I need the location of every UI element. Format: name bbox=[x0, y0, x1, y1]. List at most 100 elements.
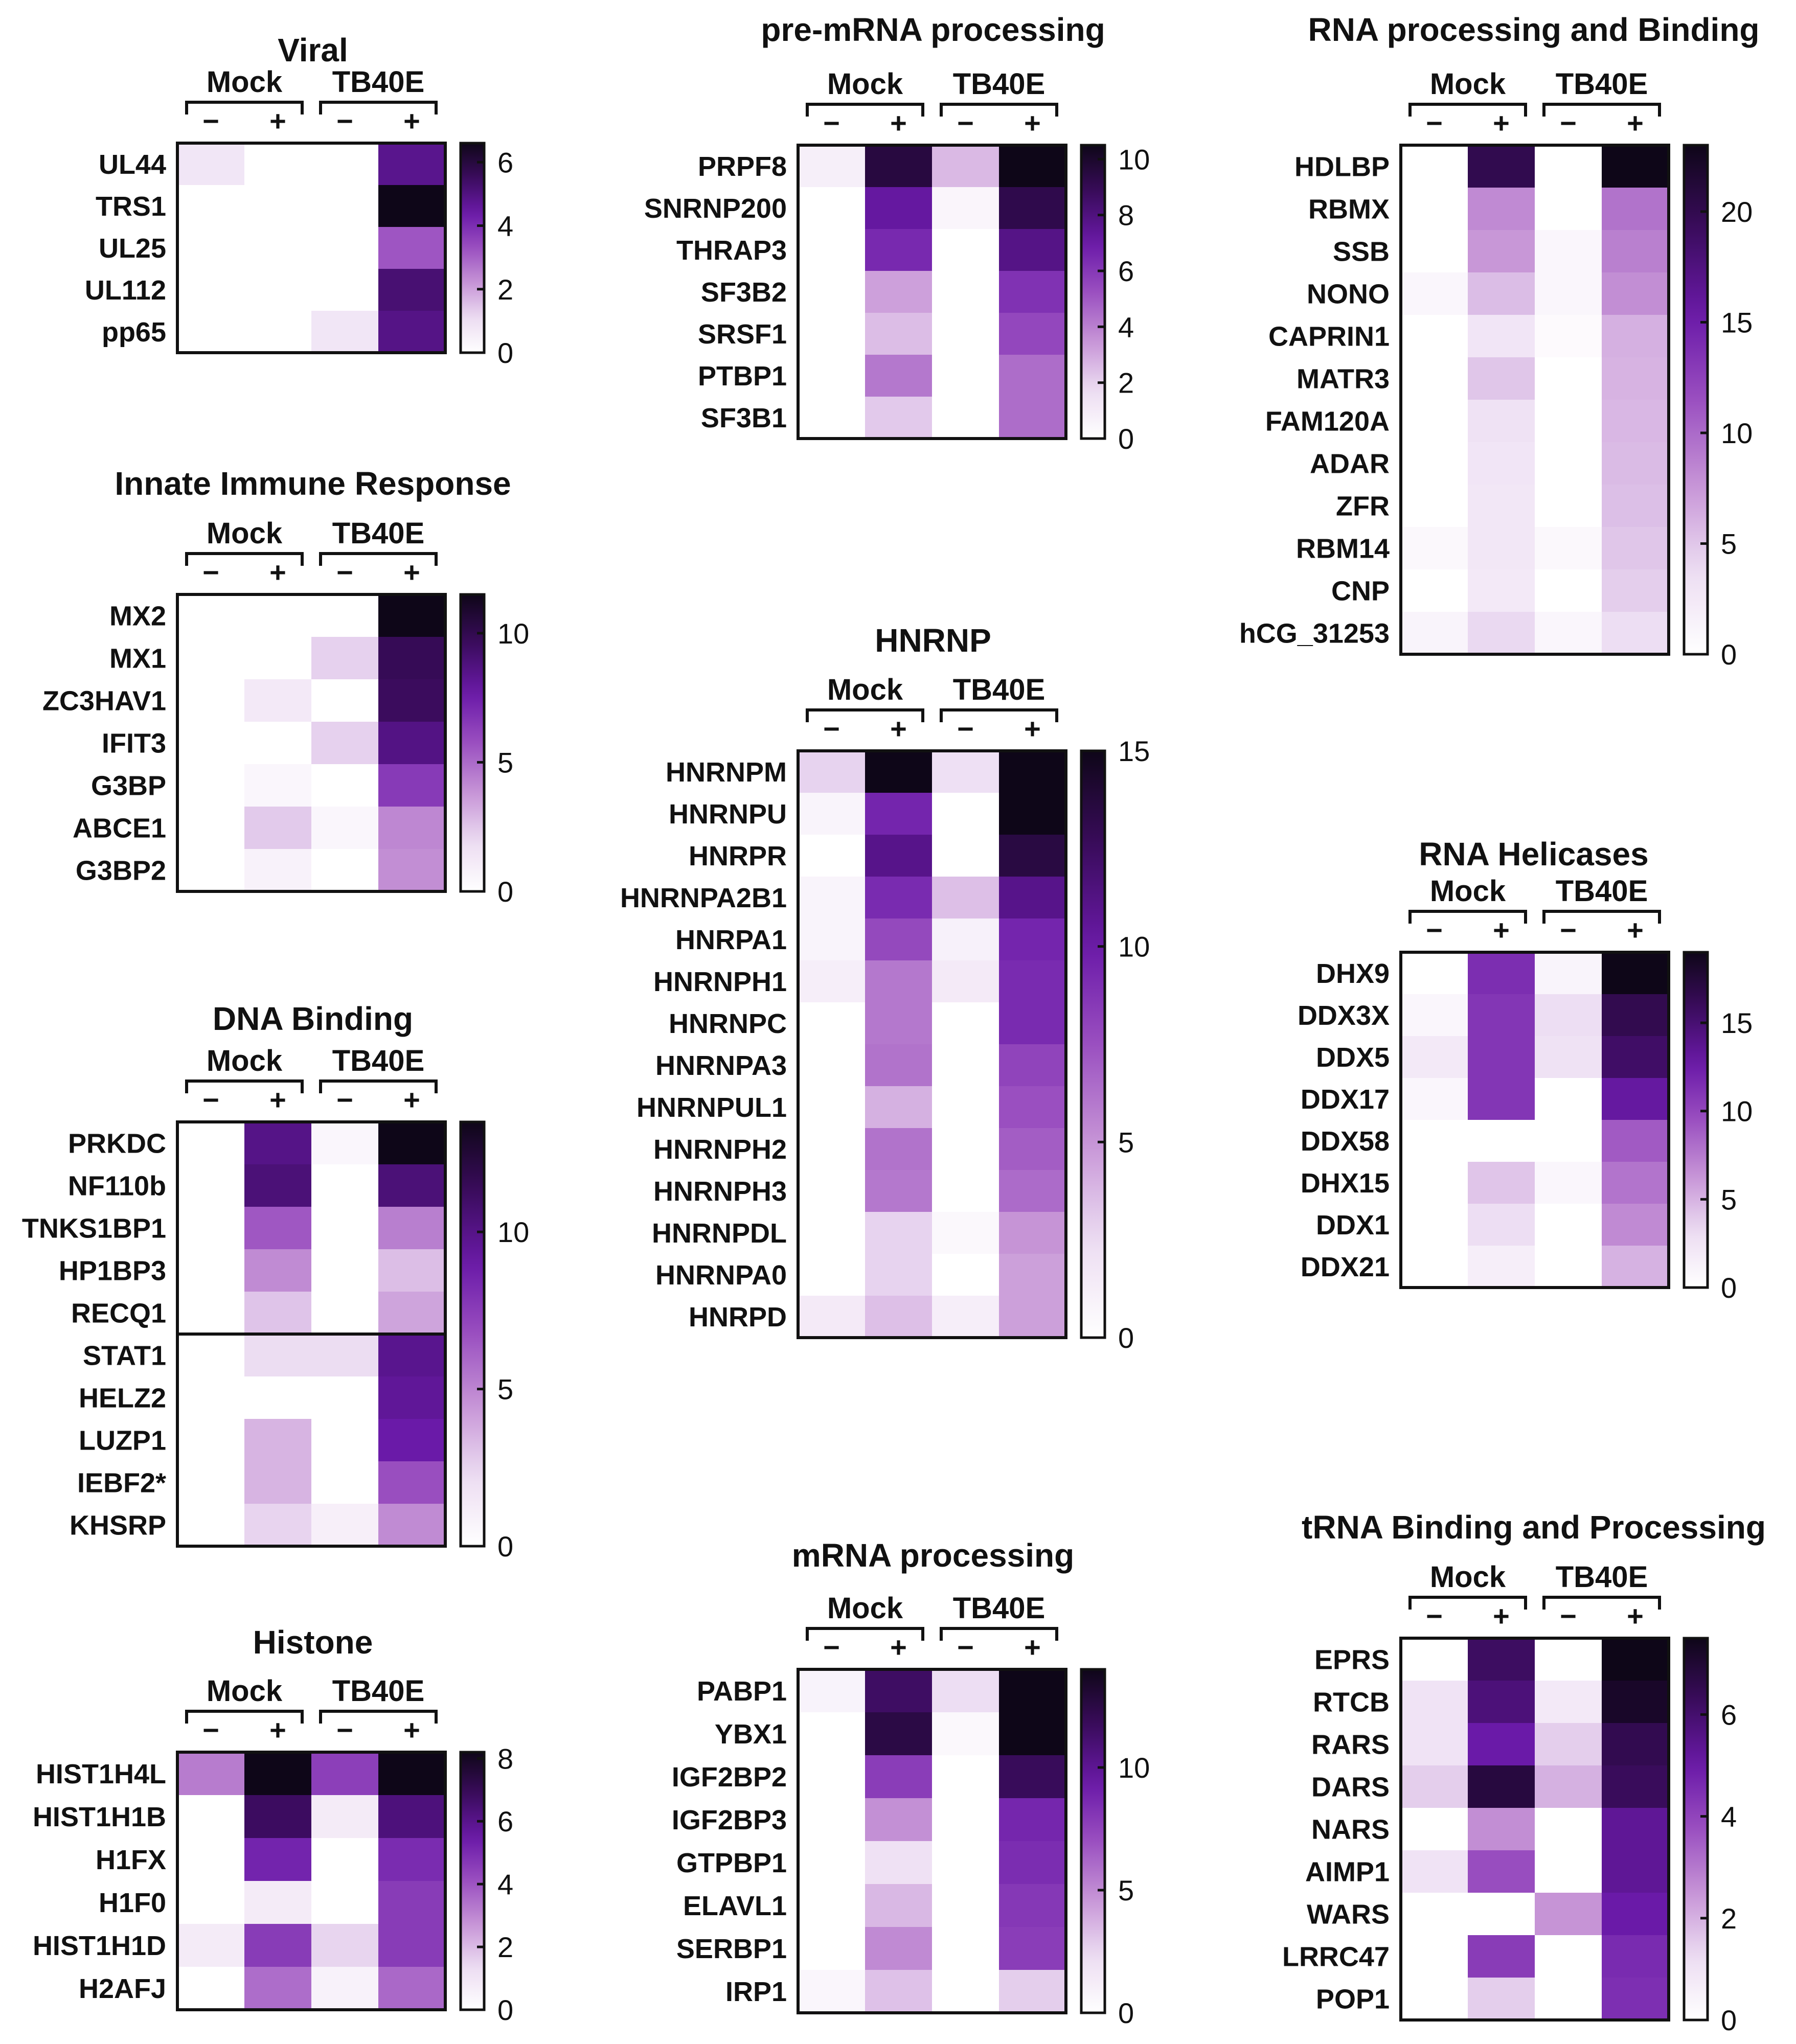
heatmap-cell bbox=[1401, 315, 1468, 358]
heatmap-cell bbox=[865, 1970, 933, 2013]
scale-tick-label: 2 bbox=[1721, 1902, 1737, 1935]
heatmap-cell bbox=[932, 187, 999, 229]
heatmap-cell bbox=[378, 1795, 446, 1839]
heatmap-cell bbox=[798, 1970, 866, 2013]
heatmap-cell bbox=[932, 877, 999, 919]
chart-title: tRNA Binding and Processing bbox=[1302, 1509, 1766, 1546]
row-label: STAT1 bbox=[83, 1341, 166, 1371]
heatmap-cell bbox=[177, 1164, 245, 1207]
heatmap-cell bbox=[865, 313, 933, 355]
heatmap-cell bbox=[1401, 400, 1468, 443]
row-label: HNRPA1 bbox=[675, 925, 787, 955]
scale-tick-label: 15 bbox=[1118, 735, 1150, 767]
heatmap-cell bbox=[1468, 1078, 1535, 1120]
heatmap-cell bbox=[1535, 230, 1602, 273]
heatmap-cell bbox=[1468, 145, 1535, 188]
heatmap-cell bbox=[1535, 569, 1602, 612]
row-label: EPRS bbox=[1314, 1645, 1390, 1675]
scale-tick-label: 0 bbox=[1721, 638, 1737, 671]
heatmap-cell bbox=[1401, 527, 1468, 570]
heatmap-cell bbox=[798, 1170, 866, 1212]
heatmap-cell bbox=[865, 877, 933, 919]
heatmap-cell bbox=[244, 1838, 312, 1881]
condition-sign: − bbox=[1560, 1600, 1577, 1632]
group-label-mock: Mock bbox=[207, 1674, 283, 1708]
row-label: HNRNPU bbox=[669, 799, 787, 830]
heatmap-cell bbox=[999, 877, 1066, 919]
condition-sign: − bbox=[202, 1714, 219, 1746]
condition-sign: + bbox=[269, 1714, 286, 1746]
heatmap-cell bbox=[244, 1967, 312, 2010]
heatmap-cell bbox=[999, 1296, 1066, 1338]
heatmap-cell bbox=[1468, 952, 1535, 995]
row-label: SRSF1 bbox=[698, 319, 787, 350]
heatmap-cell bbox=[932, 835, 999, 877]
condition-sign: − bbox=[1560, 107, 1577, 139]
heatmap-cell bbox=[932, 271, 999, 313]
condition-sign: − bbox=[823, 1631, 840, 1663]
heatmap-cell bbox=[798, 1044, 866, 1087]
scale-tick-label: 8 bbox=[1118, 199, 1134, 232]
heatmap-cell bbox=[378, 311, 446, 353]
scale-tick-label: 6 bbox=[497, 146, 513, 178]
heatmap-cell bbox=[378, 1752, 446, 1796]
heatmap-cell bbox=[999, 1254, 1066, 1296]
scale-tick-label: 20 bbox=[1721, 196, 1753, 228]
heatmap-cell bbox=[1602, 1765, 1669, 1808]
scale-tick-label: 10 bbox=[1118, 931, 1150, 963]
heatmap-cell bbox=[177, 143, 245, 186]
scale-tick-label: 4 bbox=[497, 1868, 513, 1900]
heatmap-cell bbox=[1468, 230, 1535, 273]
heatmap-cell bbox=[177, 1504, 245, 1547]
heatmap-cell bbox=[1602, 442, 1669, 485]
row-label: DHX9 bbox=[1316, 958, 1390, 989]
heatmap-cell bbox=[798, 187, 866, 229]
heatmap-cell bbox=[177, 1752, 245, 1796]
heatmap-cell bbox=[1535, 952, 1602, 995]
heatmap-cell bbox=[311, 143, 379, 186]
row-label: PRKDC bbox=[68, 1129, 166, 1159]
row-label: HELZ2 bbox=[79, 1383, 166, 1414]
scale-tick-label: 5 bbox=[1721, 1183, 1737, 1215]
scale-tick-label: 10 bbox=[497, 617, 529, 650]
row-label: RECQ1 bbox=[71, 1298, 166, 1329]
scale-tick-label: 6 bbox=[1721, 1698, 1737, 1731]
heatmap-cell bbox=[1535, 1246, 1602, 1288]
heatmap-cell bbox=[177, 849, 245, 892]
condition-sign: − bbox=[1426, 914, 1443, 946]
heatmap-cell bbox=[1602, 485, 1669, 527]
heatmap-cell bbox=[865, 1712, 933, 1756]
heatmap-cell bbox=[865, 1884, 933, 1927]
heatmap-cell bbox=[865, 1927, 933, 1970]
scale-tick-label: 8 bbox=[497, 1742, 513, 1775]
row-label: AIMP1 bbox=[1305, 1857, 1390, 1888]
heatmap-cell bbox=[1401, 1246, 1468, 1288]
heatmap-cell bbox=[1602, 1162, 1669, 1204]
group-bracket bbox=[806, 103, 924, 117]
color-scale-bar bbox=[1683, 144, 1709, 656]
heatmap-cell bbox=[311, 637, 379, 680]
heatmap-cell bbox=[865, 1254, 933, 1296]
condition-sign: + bbox=[1493, 914, 1510, 946]
row-label: HNRPR bbox=[689, 841, 787, 871]
row-label: IRP1 bbox=[725, 1977, 787, 2007]
heatmap-cell bbox=[177, 594, 245, 637]
condition-sign: + bbox=[890, 107, 907, 139]
heatmap-cell bbox=[865, 1798, 933, 1842]
heatmap-cell bbox=[244, 1881, 312, 1924]
heatmap-cell bbox=[311, 1504, 379, 1547]
heatmap-cell bbox=[1535, 1978, 1602, 2020]
scale-tick-label: 10 bbox=[1118, 1752, 1150, 1784]
heatmap-cell bbox=[798, 1755, 866, 1799]
row-label: ELAVL1 bbox=[683, 1891, 787, 1921]
group-bracket bbox=[1542, 910, 1661, 924]
condition-sign: − bbox=[1426, 107, 1443, 139]
condition-sign: − bbox=[336, 105, 353, 137]
row-label: PTBP1 bbox=[698, 361, 787, 392]
heatmap-cell bbox=[1468, 1204, 1535, 1246]
scale-tick-label: 0 bbox=[497, 1994, 513, 2026]
heatmap-cell bbox=[932, 313, 999, 355]
heatmap-cell bbox=[177, 1924, 245, 1967]
heatmap-cell bbox=[1602, 1120, 1669, 1162]
condition-sign: + bbox=[890, 1631, 907, 1663]
